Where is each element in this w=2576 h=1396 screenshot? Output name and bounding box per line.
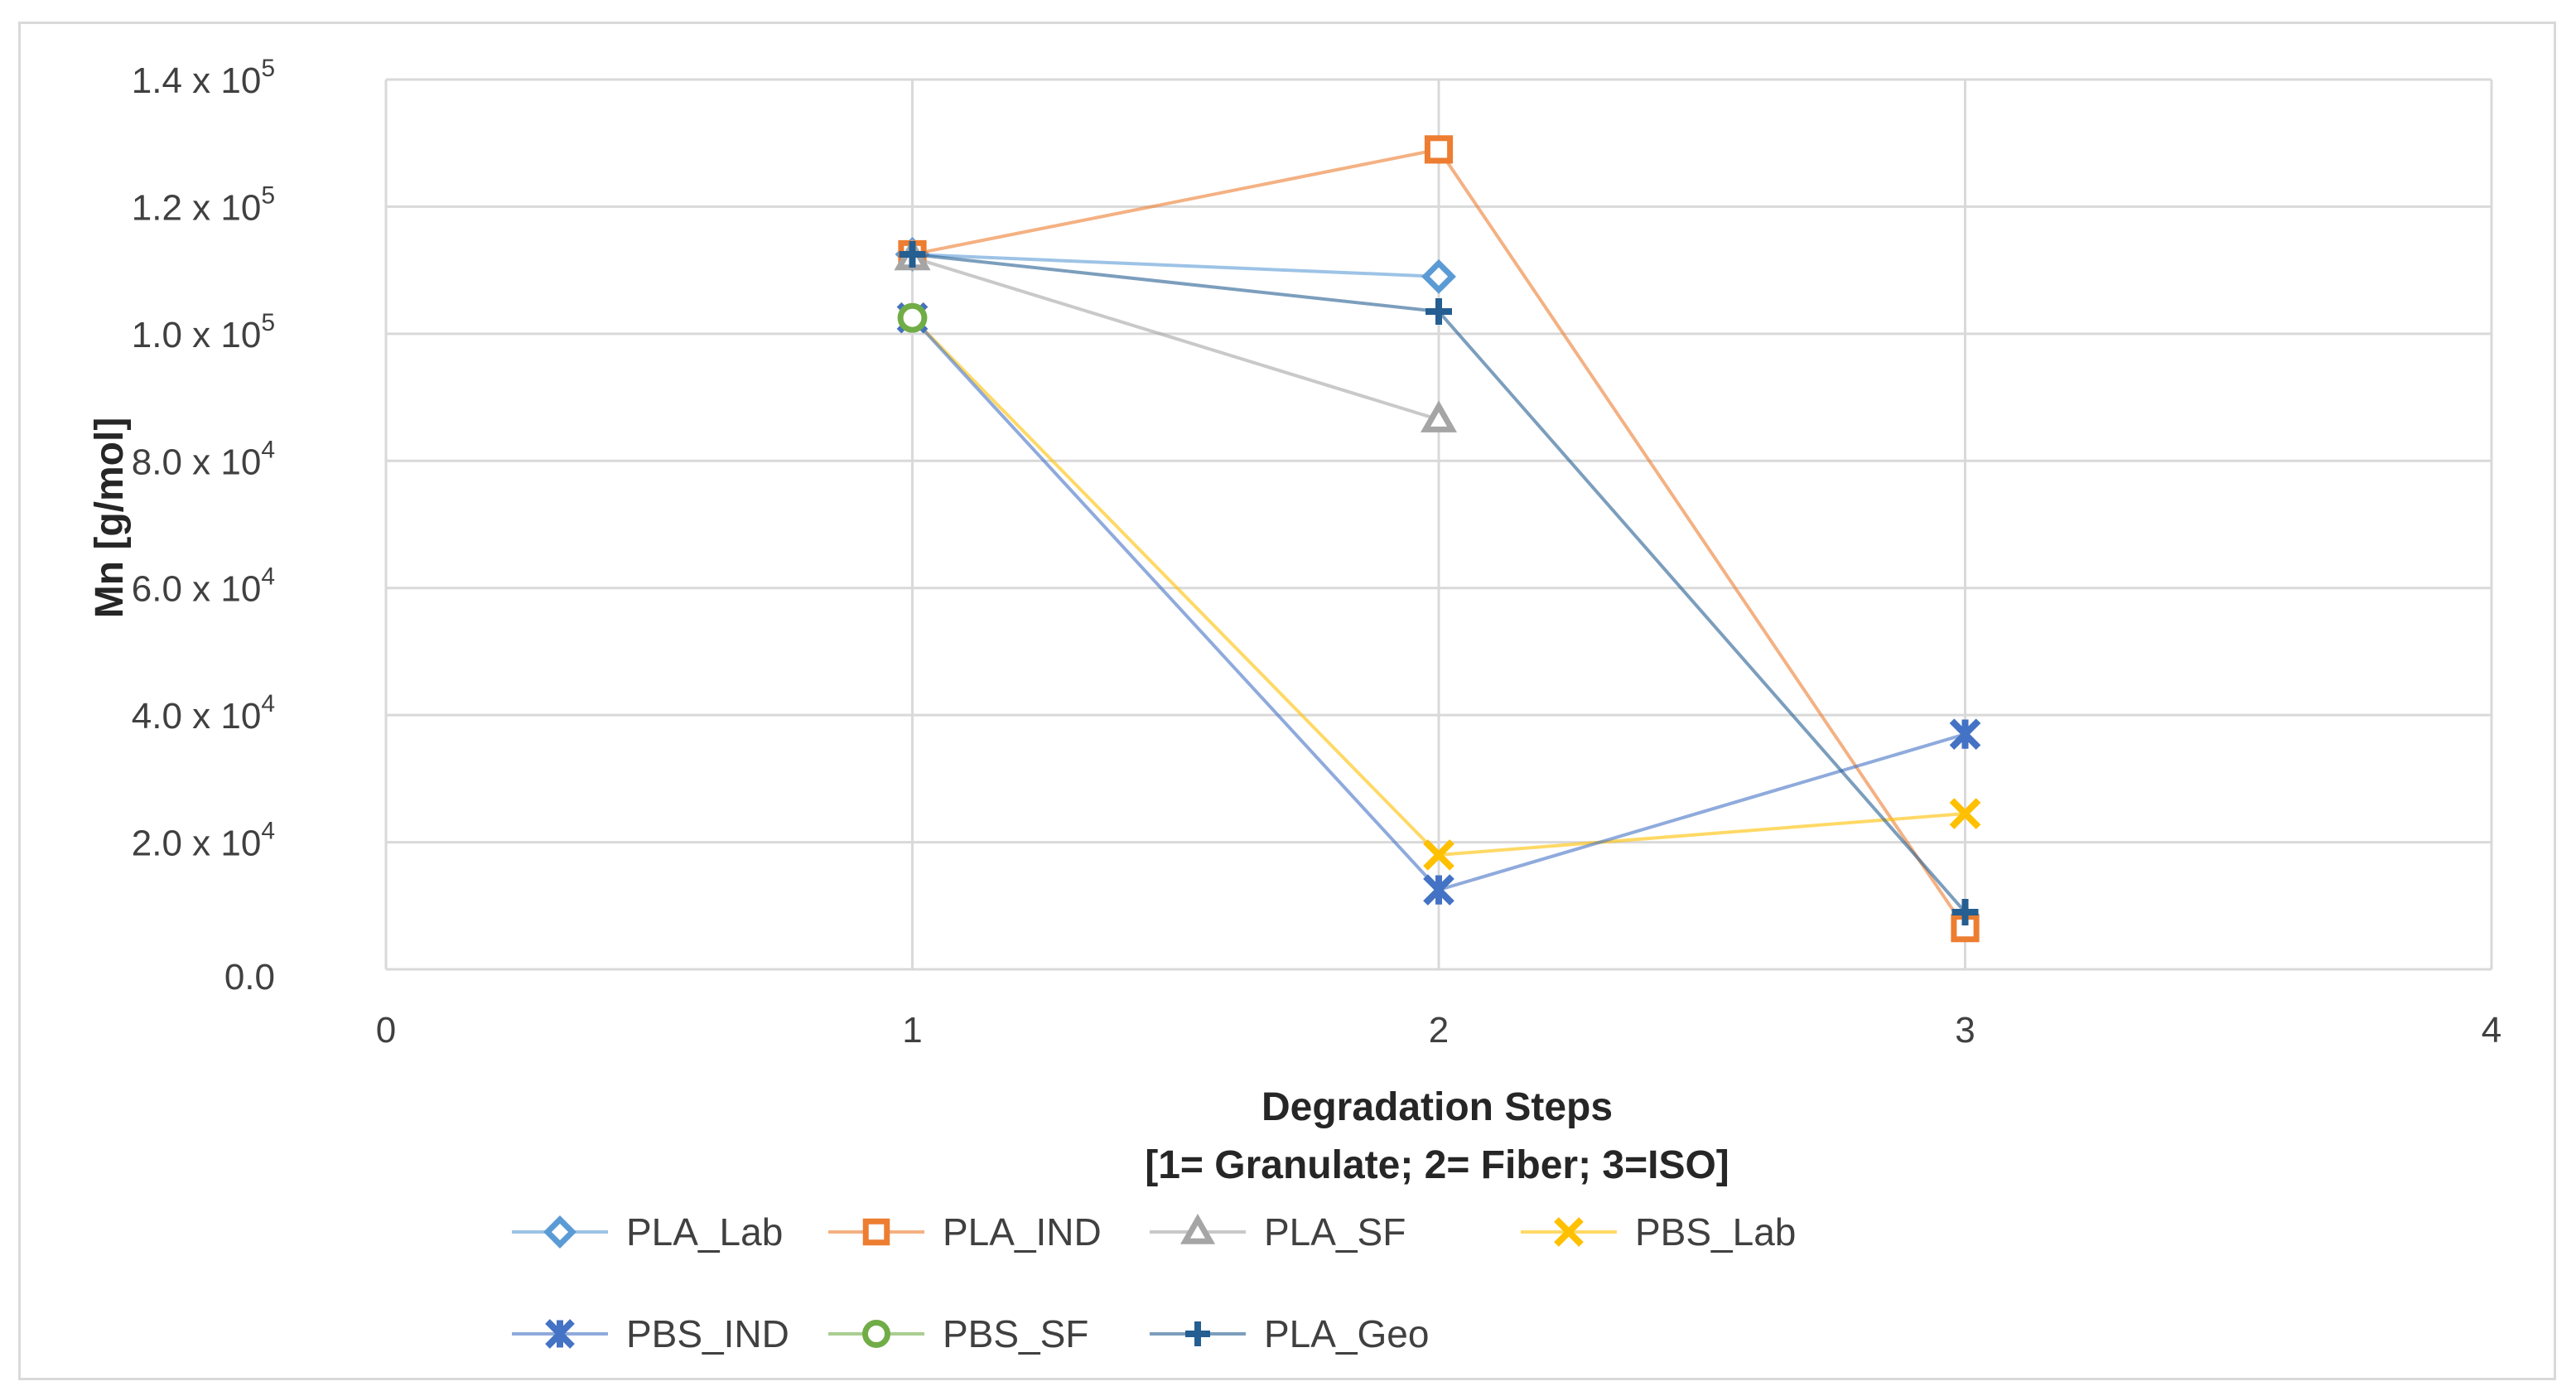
grid — [384, 78, 2493, 971]
y-tick-label: 1.4 x 105 — [132, 55, 275, 101]
legend-item: PLA_IND — [828, 1210, 1102, 1254]
data-point — [899, 240, 926, 268]
legend: PLA_Lab PLA_IND PLA_SF PBS_Lab PBS_IND PBS_SF… — [512, 1210, 1796, 1355]
legend-item: PBS_IND — [512, 1312, 789, 1355]
legend-marker — [1554, 1217, 1584, 1247]
legend-label: PLA_SF — [1264, 1210, 1406, 1254]
legend-label: PLA_IND — [943, 1210, 1102, 1254]
series-pbs-lab — [896, 302, 1981, 871]
legend-label: PLA_Lab — [626, 1210, 783, 1254]
legend-marker — [1179, 1213, 1216, 1244]
x-tick-label: 0 — [376, 1010, 396, 1051]
series-pla-geo — [899, 240, 1979, 925]
x-tick-label: 3 — [1955, 1010, 1975, 1051]
x-tick-label: 1 — [902, 1010, 922, 1051]
y-tick-label: 0.0 — [224, 957, 275, 997]
data-point — [1420, 400, 1458, 432]
series-line — [911, 255, 1440, 422]
y-axis-ticks: 0.0 2.0 x 104 4.0 x 104 6.0 x 104 8.0 x 104 1… — [132, 55, 275, 997]
legend-item: PLA_Geo — [1150, 1312, 1429, 1355]
x-tick-label: 4 — [2482, 1010, 2501, 1051]
legend-marker — [1185, 1321, 1210, 1346]
legend-label: PLA_Geo — [1264, 1312, 1429, 1355]
y-tick-label: 6.0 x 104 — [132, 563, 275, 610]
x-tick-label: 2 — [1429, 1010, 1449, 1051]
legend-marker — [543, 1215, 576, 1249]
x-axis-title: Degradation Steps — [1261, 1085, 1613, 1129]
y-axis-title: Mn [g/mol] — [88, 418, 132, 619]
legend-label: PBS_SF — [943, 1312, 1088, 1355]
data-point — [1424, 135, 1454, 164]
legend-label: PBS_IND — [626, 1312, 789, 1355]
series-pbs-sf — [897, 302, 928, 333]
legend-item: PLA_SF — [1150, 1210, 1406, 1254]
y-tick-label: 1.0 x 105 — [132, 309, 275, 355]
data-point — [1951, 898, 1979, 925]
legend-label: PBS_Lab — [1635, 1210, 1796, 1254]
data-point — [897, 302, 928, 333]
legend-marker — [862, 1218, 890, 1246]
data-point — [1423, 839, 1454, 871]
data-point — [1949, 718, 1981, 750]
legend-item: PBS_SF — [828, 1312, 1088, 1355]
x-axis-subtitle: [1= Granulate; 2= Fiber; 3=ISO] — [1145, 1143, 1729, 1187]
legend-item: PLA_Lab — [512, 1210, 783, 1254]
y-tick-label: 1.2 x 105 — [132, 181, 275, 228]
series-line — [912, 252, 1440, 278]
legend-marker — [545, 1319, 575, 1349]
data-point — [1423, 874, 1454, 906]
data-point — [1949, 798, 1981, 829]
legend-marker — [862, 1320, 890, 1348]
legend-item: PBS_Lab — [1521, 1210, 1796, 1254]
series-group — [894, 135, 1981, 943]
y-tick-label: 2.0 x 104 — [132, 818, 275, 864]
data-point — [1425, 298, 1452, 326]
y-tick-label: 8.0 x 104 — [132, 436, 275, 482]
x-axis-ticks: 0 1 2 3 4 — [376, 1010, 2501, 1051]
y-tick-label: 4.0 x 104 — [132, 690, 275, 737]
data-point — [1421, 258, 1456, 294]
